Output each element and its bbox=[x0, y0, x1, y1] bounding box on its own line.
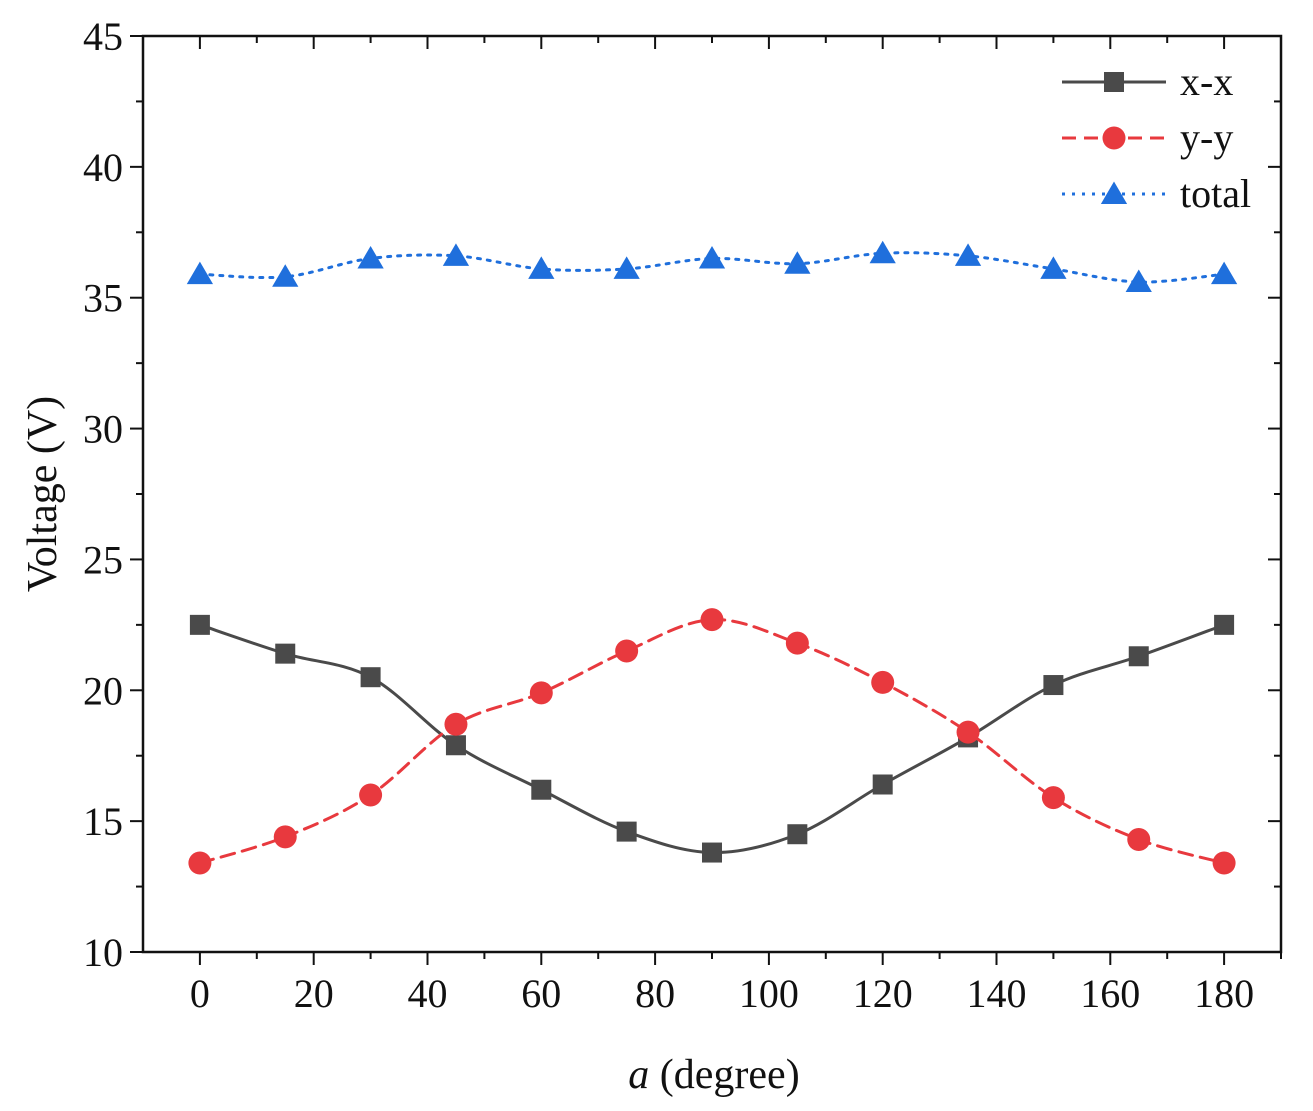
series-line-x-x bbox=[198, 623, 1226, 855]
x-tick-label: 100 bbox=[739, 971, 799, 1016]
x-tick-label: 160 bbox=[1080, 971, 1140, 1016]
point-total-45 bbox=[442, 243, 470, 266]
y-tick-label: 40 bbox=[83, 145, 123, 190]
point-y-y-105 bbox=[785, 631, 809, 655]
point-x-x-120 bbox=[872, 774, 893, 795]
x-tick-label: 60 bbox=[521, 971, 561, 1016]
point-y-y-120 bbox=[871, 670, 895, 694]
legend-item-x-x: x-x bbox=[1062, 59, 1233, 104]
series-line-y-y bbox=[198, 618, 1226, 865]
point-total-15 bbox=[272, 264, 299, 287]
point-total-90 bbox=[698, 245, 726, 269]
point-x-x-45 bbox=[445, 735, 466, 756]
y-axis-title: Voltage (V) bbox=[20, 396, 66, 592]
y-tick-label: 30 bbox=[83, 407, 123, 452]
x-tick-label: 40 bbox=[408, 971, 448, 1016]
y-tick-label: 15 bbox=[83, 799, 123, 844]
x-tick-label: 180 bbox=[1194, 971, 1254, 1016]
x-tick-label: 20 bbox=[294, 971, 334, 1016]
legend-item-total: total bbox=[1062, 171, 1251, 216]
point-y-y-15 bbox=[273, 825, 297, 849]
point-x-x-30 bbox=[360, 667, 381, 688]
x-tick-label: 140 bbox=[967, 971, 1027, 1016]
point-total-30 bbox=[357, 245, 384, 269]
legend-marker bbox=[1102, 126, 1126, 150]
series-x-x bbox=[189, 614, 1235, 863]
x-axis-variable: a bbox=[628, 1052, 649, 1098]
point-total-180 bbox=[1210, 261, 1238, 285]
point-total-105 bbox=[784, 251, 811, 274]
point-total-150 bbox=[1040, 256, 1067, 279]
point-total-75 bbox=[613, 256, 640, 279]
point-y-y-90 bbox=[700, 608, 724, 632]
point-x-x-60 bbox=[531, 779, 552, 800]
series-total bbox=[186, 240, 1238, 293]
point-total-135 bbox=[954, 243, 982, 266]
point-y-y-135 bbox=[956, 720, 980, 744]
legend-marker bbox=[1100, 181, 1128, 204]
y-tick-label: 10 bbox=[83, 930, 123, 975]
point-y-y-180 bbox=[1212, 851, 1236, 875]
x-tick-label: 120 bbox=[853, 971, 913, 1016]
legend-item-y-y: y-y bbox=[1062, 115, 1233, 160]
point-x-x-15 bbox=[275, 643, 296, 664]
x-axis-title: a (degree) bbox=[628, 1052, 799, 1098]
legend-label: y-y bbox=[1180, 115, 1233, 160]
y-tick-label: 45 bbox=[83, 14, 123, 59]
point-total-120 bbox=[869, 240, 896, 264]
legend-label: total bbox=[1180, 171, 1251, 216]
point-x-x-0 bbox=[189, 614, 210, 635]
point-x-x-105 bbox=[787, 824, 808, 845]
point-y-y-165 bbox=[1127, 827, 1151, 851]
point-y-y-45 bbox=[444, 712, 468, 736]
x-tick-label: 0 bbox=[190, 971, 210, 1016]
point-total-165 bbox=[1125, 269, 1152, 293]
point-y-y-75 bbox=[615, 639, 639, 663]
y-tick-label: 20 bbox=[83, 668, 123, 713]
point-x-x-150 bbox=[1043, 675, 1064, 696]
y-tick-label: 35 bbox=[83, 276, 123, 321]
x-tick-label: 80 bbox=[635, 971, 675, 1016]
series-y-y bbox=[188, 608, 1236, 875]
legend-marker bbox=[1104, 72, 1124, 92]
y-tick-label: 25 bbox=[83, 537, 123, 582]
point-y-y-0 bbox=[188, 851, 212, 875]
point-y-y-150 bbox=[1041, 786, 1065, 810]
point-x-x-75 bbox=[616, 821, 637, 842]
point-total-60 bbox=[528, 256, 555, 279]
x-axis-unit: (degree) bbox=[649, 1052, 799, 1098]
legend-label: x-x bbox=[1180, 59, 1233, 104]
point-x-x-90 bbox=[702, 842, 722, 863]
plot-frame bbox=[141, 34, 1283, 954]
point-x-x-180 bbox=[1214, 614, 1235, 635]
point-y-y-60 bbox=[529, 681, 553, 705]
point-y-y-30 bbox=[359, 783, 383, 807]
point-x-x-165 bbox=[1128, 646, 1149, 667]
point-total-0 bbox=[186, 261, 214, 285]
